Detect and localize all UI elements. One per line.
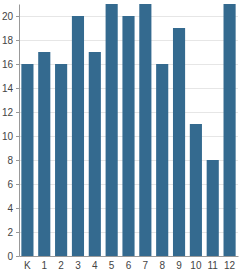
y-tick: 8: [7, 155, 19, 166]
y-tick: 20: [2, 11, 19, 22]
y-tick-label: 18: [2, 35, 14, 46]
bar: [224, 4, 236, 256]
bar: [21, 64, 33, 256]
bar: [173, 28, 185, 256]
x-tick-label: 3: [75, 260, 81, 271]
y-tick-label: 6: [7, 179, 13, 190]
x-tick-label: 1: [41, 260, 47, 271]
x-tick: 12: [224, 260, 236, 271]
x-tick: K: [24, 260, 31, 271]
y-tick-label: 10: [2, 131, 14, 142]
x-tick: 8: [159, 260, 165, 271]
y-tick: 18: [2, 35, 19, 46]
y-tick: 4: [7, 203, 19, 214]
grid: [19, 16, 238, 256]
y-tick-label: 14: [2, 83, 14, 94]
x-tick-label: 4: [92, 260, 98, 271]
bar: [139, 4, 151, 256]
x-tick: 6: [126, 260, 132, 271]
x-tick: 3: [75, 260, 81, 271]
x-tick: 2: [58, 260, 64, 271]
y-tick-label: 8: [7, 155, 13, 166]
x-tick-label: 10: [190, 260, 202, 271]
y-tick-mark: [16, 256, 19, 257]
y-tick-mark: [16, 136, 19, 137]
y-tick-label: 16: [2, 59, 14, 70]
x-tick-label: 6: [126, 260, 132, 271]
x-tick-label: 7: [143, 260, 149, 271]
plot: 02468101214161820K123456789101112: [2, 4, 239, 271]
chart: 02468101214161820K123456789101112: [0, 0, 240, 277]
y-tick: 10: [2, 131, 19, 142]
y-tick-label: 20: [2, 11, 14, 22]
y-tick: 6: [7, 179, 19, 190]
y-tick-mark: [16, 64, 19, 65]
y-tick-label: 4: [7, 203, 13, 214]
y-tick-label: 12: [2, 107, 14, 118]
bar: [106, 4, 118, 256]
x-tick: 5: [109, 260, 115, 271]
y-tick: 16: [2, 59, 19, 70]
x-tick: 4: [92, 260, 98, 271]
y-tick-mark: [16, 88, 19, 89]
x-tick-label: 5: [109, 260, 115, 271]
x-tick-label: 11: [208, 260, 219, 271]
x-tick-label: 2: [58, 260, 64, 271]
y-tick-mark: [16, 208, 19, 209]
y-tick-label: 2: [7, 227, 13, 238]
y-tick: 12: [2, 107, 19, 118]
y-tick-mark: [16, 40, 19, 41]
y-tick: 14: [2, 83, 19, 94]
x-tick-label: 12: [224, 260, 236, 271]
bar: [190, 124, 202, 256]
x-axis-line: [20, 256, 239, 257]
x-tick: 9: [176, 260, 182, 271]
y-tick-mark: [16, 232, 19, 233]
y-tick-mark: [16, 184, 19, 185]
bar: [207, 160, 219, 256]
bar: [89, 52, 101, 256]
bar: [72, 16, 84, 256]
y-tick-mark: [16, 16, 19, 17]
x-tick: 1: [41, 260, 47, 271]
y-tick: 0: [7, 251, 19, 262]
bars: [21, 4, 235, 256]
x-tick-label: 8: [159, 260, 165, 271]
x-tick-label: 9: [176, 260, 182, 271]
x-axis: K123456789101112: [20, 257, 239, 272]
bar: [156, 64, 168, 256]
bar: [55, 64, 67, 256]
x-tick: 10: [190, 260, 202, 271]
x-tick: 7: [143, 260, 149, 271]
y-axis: 0 2 4 6 8 10 12 14 16 18 20: [2, 5, 20, 262]
bar: [38, 52, 50, 256]
bar: [122, 16, 134, 256]
y-tick-mark: [16, 160, 19, 161]
x-tick-label: K: [24, 260, 31, 271]
y-tick-mark: [16, 112, 19, 113]
y-tick-label: 0: [7, 251, 13, 262]
x-tick: 11: [208, 260, 219, 271]
y-axis-line: [19, 5, 20, 257]
y-tick: 2: [7, 227, 19, 238]
